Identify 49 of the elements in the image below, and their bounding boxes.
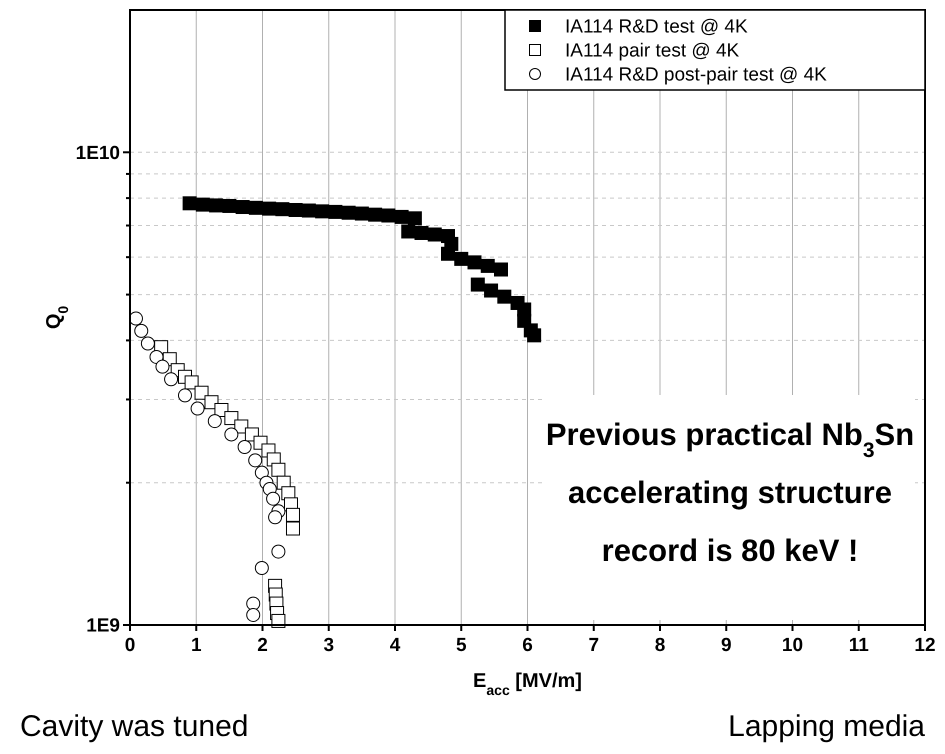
point bbox=[246, 608, 260, 622]
point bbox=[178, 388, 192, 402]
point bbox=[164, 372, 178, 386]
point bbox=[271, 462, 286, 477]
x-tick-label: 6 bbox=[522, 635, 533, 656]
x-tick-label: 2 bbox=[257, 635, 268, 656]
point bbox=[271, 544, 286, 559]
point bbox=[286, 522, 300, 536]
point bbox=[286, 508, 300, 522]
x-tick-label: 10 bbox=[782, 635, 804, 656]
point bbox=[238, 440, 252, 454]
x-tick-label: 8 bbox=[654, 635, 666, 656]
x-tick-label: 5 bbox=[456, 635, 467, 656]
point bbox=[155, 360, 170, 374]
point bbox=[266, 492, 280, 506]
point bbox=[224, 427, 238, 442]
point bbox=[527, 328, 542, 342]
point bbox=[140, 336, 155, 351]
x-tick-label: 9 bbox=[720, 635, 732, 656]
x-tick-label: 1 bbox=[190, 635, 202, 656]
x-tick-label: 11 bbox=[848, 635, 870, 656]
legend-label: IA114 R&D post-pair test @ 4K bbox=[565, 64, 828, 86]
x-tick-label: 12 bbox=[914, 635, 936, 656]
legend-label: IA114 R&D test @ 4K bbox=[565, 16, 748, 38]
point bbox=[134, 324, 148, 338]
point bbox=[184, 375, 199, 390]
x-tick-label: 3 bbox=[323, 635, 334, 656]
text: Cavity was tuned bbox=[20, 710, 248, 743]
text: Lapping media bbox=[728, 710, 926, 743]
x-tick-label: 4 bbox=[390, 635, 401, 656]
x-tick-label: 0 bbox=[124, 635, 136, 656]
annotation: Previous practical Nb$_{3}$Sn accelerating structure record is 80 keV ! bbox=[546, 417, 914, 568]
point bbox=[182, 196, 197, 210]
point bbox=[194, 386, 209, 400]
point bbox=[408, 211, 422, 226]
point bbox=[248, 453, 262, 468]
point bbox=[150, 350, 164, 364]
point bbox=[268, 510, 282, 524]
point bbox=[190, 402, 205, 416]
point bbox=[254, 561, 269, 576]
point bbox=[208, 414, 222, 428]
y-tick-label: 1E9 bbox=[86, 616, 120, 637]
x-tick-label: 7 bbox=[588, 635, 600, 656]
point bbox=[470, 278, 485, 292]
x-axis-title: E$_{acc}$ [MV/m] bbox=[473, 670, 582, 698]
point bbox=[401, 224, 416, 238]
legend-label: IA114 pair test @ 4K bbox=[565, 40, 740, 62]
y-tick-label: 1E10 bbox=[76, 142, 120, 164]
point bbox=[494, 262, 508, 277]
